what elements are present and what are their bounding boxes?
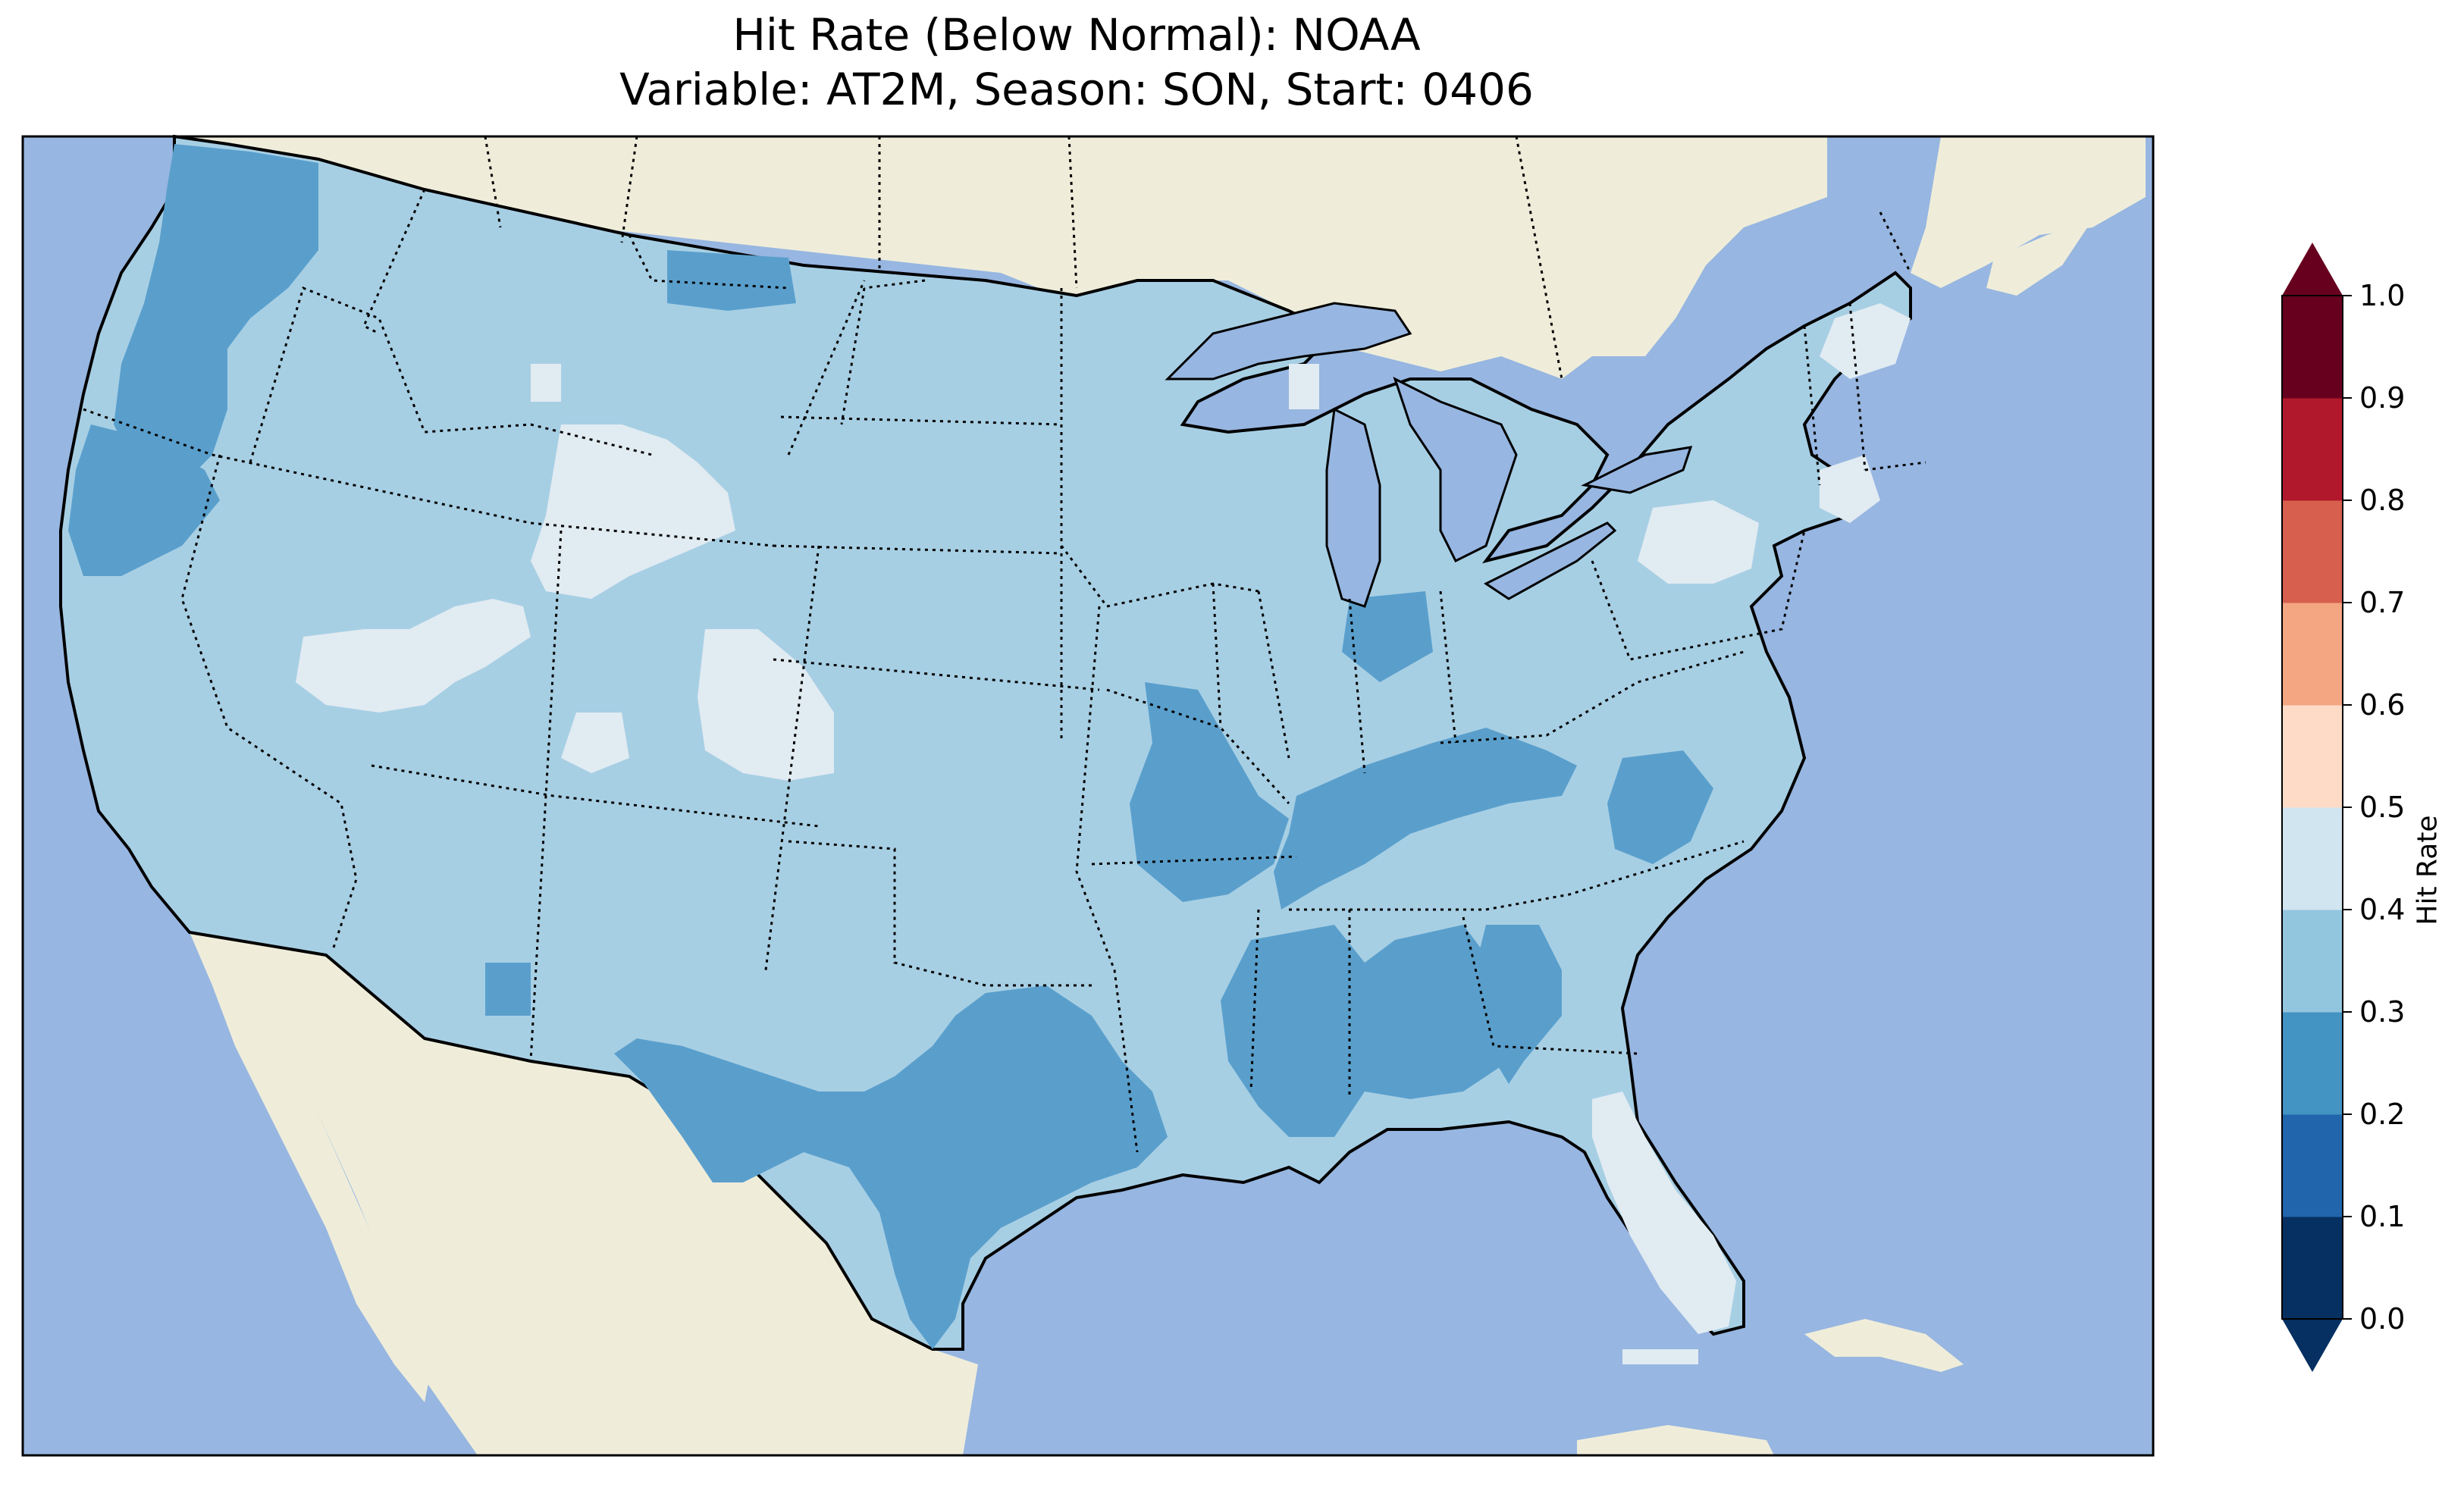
- colorbar-segment-7: [2282, 500, 2343, 603]
- colorbar-segment-5: [2282, 705, 2343, 808]
- colorbar: [2281, 243, 2352, 1372]
- colorbar-tick-label: 0.7: [2359, 586, 2406, 619]
- colorbar-segment-9: [2282, 296, 2343, 399]
- colorbar-segment-1: [2282, 1114, 2343, 1217]
- colorbar-extend-arrow-high: [2282, 243, 2343, 296]
- map-panel: [21, 134, 2155, 1457]
- state-borders: [83, 189, 1926, 1153]
- colorbar-segment-0: [2282, 1217, 2343, 1320]
- colorbar-tick-label: 0.9: [2359, 381, 2406, 415]
- baja-california: [190, 932, 432, 1402]
- colorbar-tick-label: 1.0: [2359, 279, 2406, 312]
- colorbar-extend-arrow-low: [2282, 1319, 2343, 1372]
- colorbar-segment-6: [2282, 603, 2343, 706]
- map-title-line-2: Variable: AT2M, Season: SON, Start: 0406: [619, 64, 1534, 115]
- colorbar-tick-label: 0.5: [2359, 791, 2406, 824]
- colorbar-segment-8: [2282, 398, 2343, 501]
- colorbar-tick-label: 0.4: [2359, 893, 2406, 926]
- patches-0.4-0.5: [296, 303, 1911, 1364]
- nova-scotia: [1986, 220, 2093, 296]
- canada-maritimes: [1911, 136, 2146, 288]
- colorbar-segment-2: [2282, 1012, 2343, 1115]
- colorbar-tick-label: 0.3: [2359, 995, 2406, 1029]
- colorbar-segment-3: [2282, 910, 2343, 1013]
- canada-landmass: [174, 136, 1827, 379]
- province-borders: [484, 136, 1912, 380]
- colorbar-tick-label: 0.0: [2359, 1302, 2406, 1336]
- caribbean-island: [1577, 1425, 1774, 1455]
- colorbar-segment-4: [2282, 807, 2343, 910]
- colorbar-tick-label: 0.2: [2359, 1098, 2406, 1131]
- colorbar-ticks: [2343, 295, 2352, 1320]
- cuba: [1804, 1319, 1964, 1372]
- patches-0.2-0.3: [68, 144, 1713, 1349]
- colorbar-tick-label: 0.8: [2359, 484, 2406, 517]
- colorbar-label: Hit Rate: [2412, 815, 2444, 926]
- colorbar-tick-label: 0.1: [2359, 1200, 2406, 1233]
- mexico-landmass: [190, 932, 978, 1455]
- map-title-line-1: Hit Rate (Below Normal): NOAA: [732, 9, 1421, 61]
- colorbar-tick-label: 0.6: [2359, 688, 2406, 722]
- map-frame: [21, 135, 2155, 1457]
- great-lakes: [1165, 302, 1693, 608]
